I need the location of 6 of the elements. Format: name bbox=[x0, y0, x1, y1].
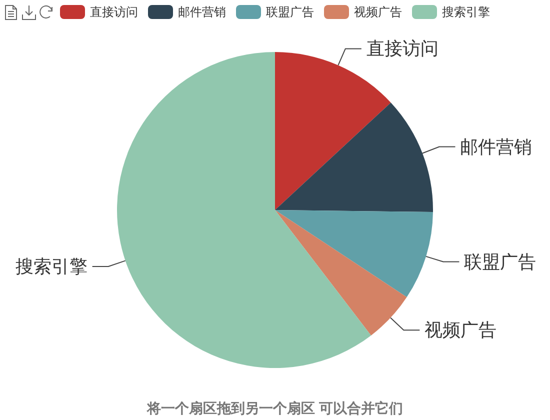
annotation: 将一个扇区拖到另一个扇区 可以合并它们 bbox=[147, 400, 403, 416]
legend-label: 联盟广告 bbox=[266, 5, 314, 19]
legend-label: 邮件营销 bbox=[178, 5, 226, 19]
legend-label: 搜索引擎 bbox=[442, 5, 490, 19]
legend-label: 视频广告 bbox=[354, 5, 402, 19]
legend-label: 直接访问 bbox=[90, 5, 138, 19]
